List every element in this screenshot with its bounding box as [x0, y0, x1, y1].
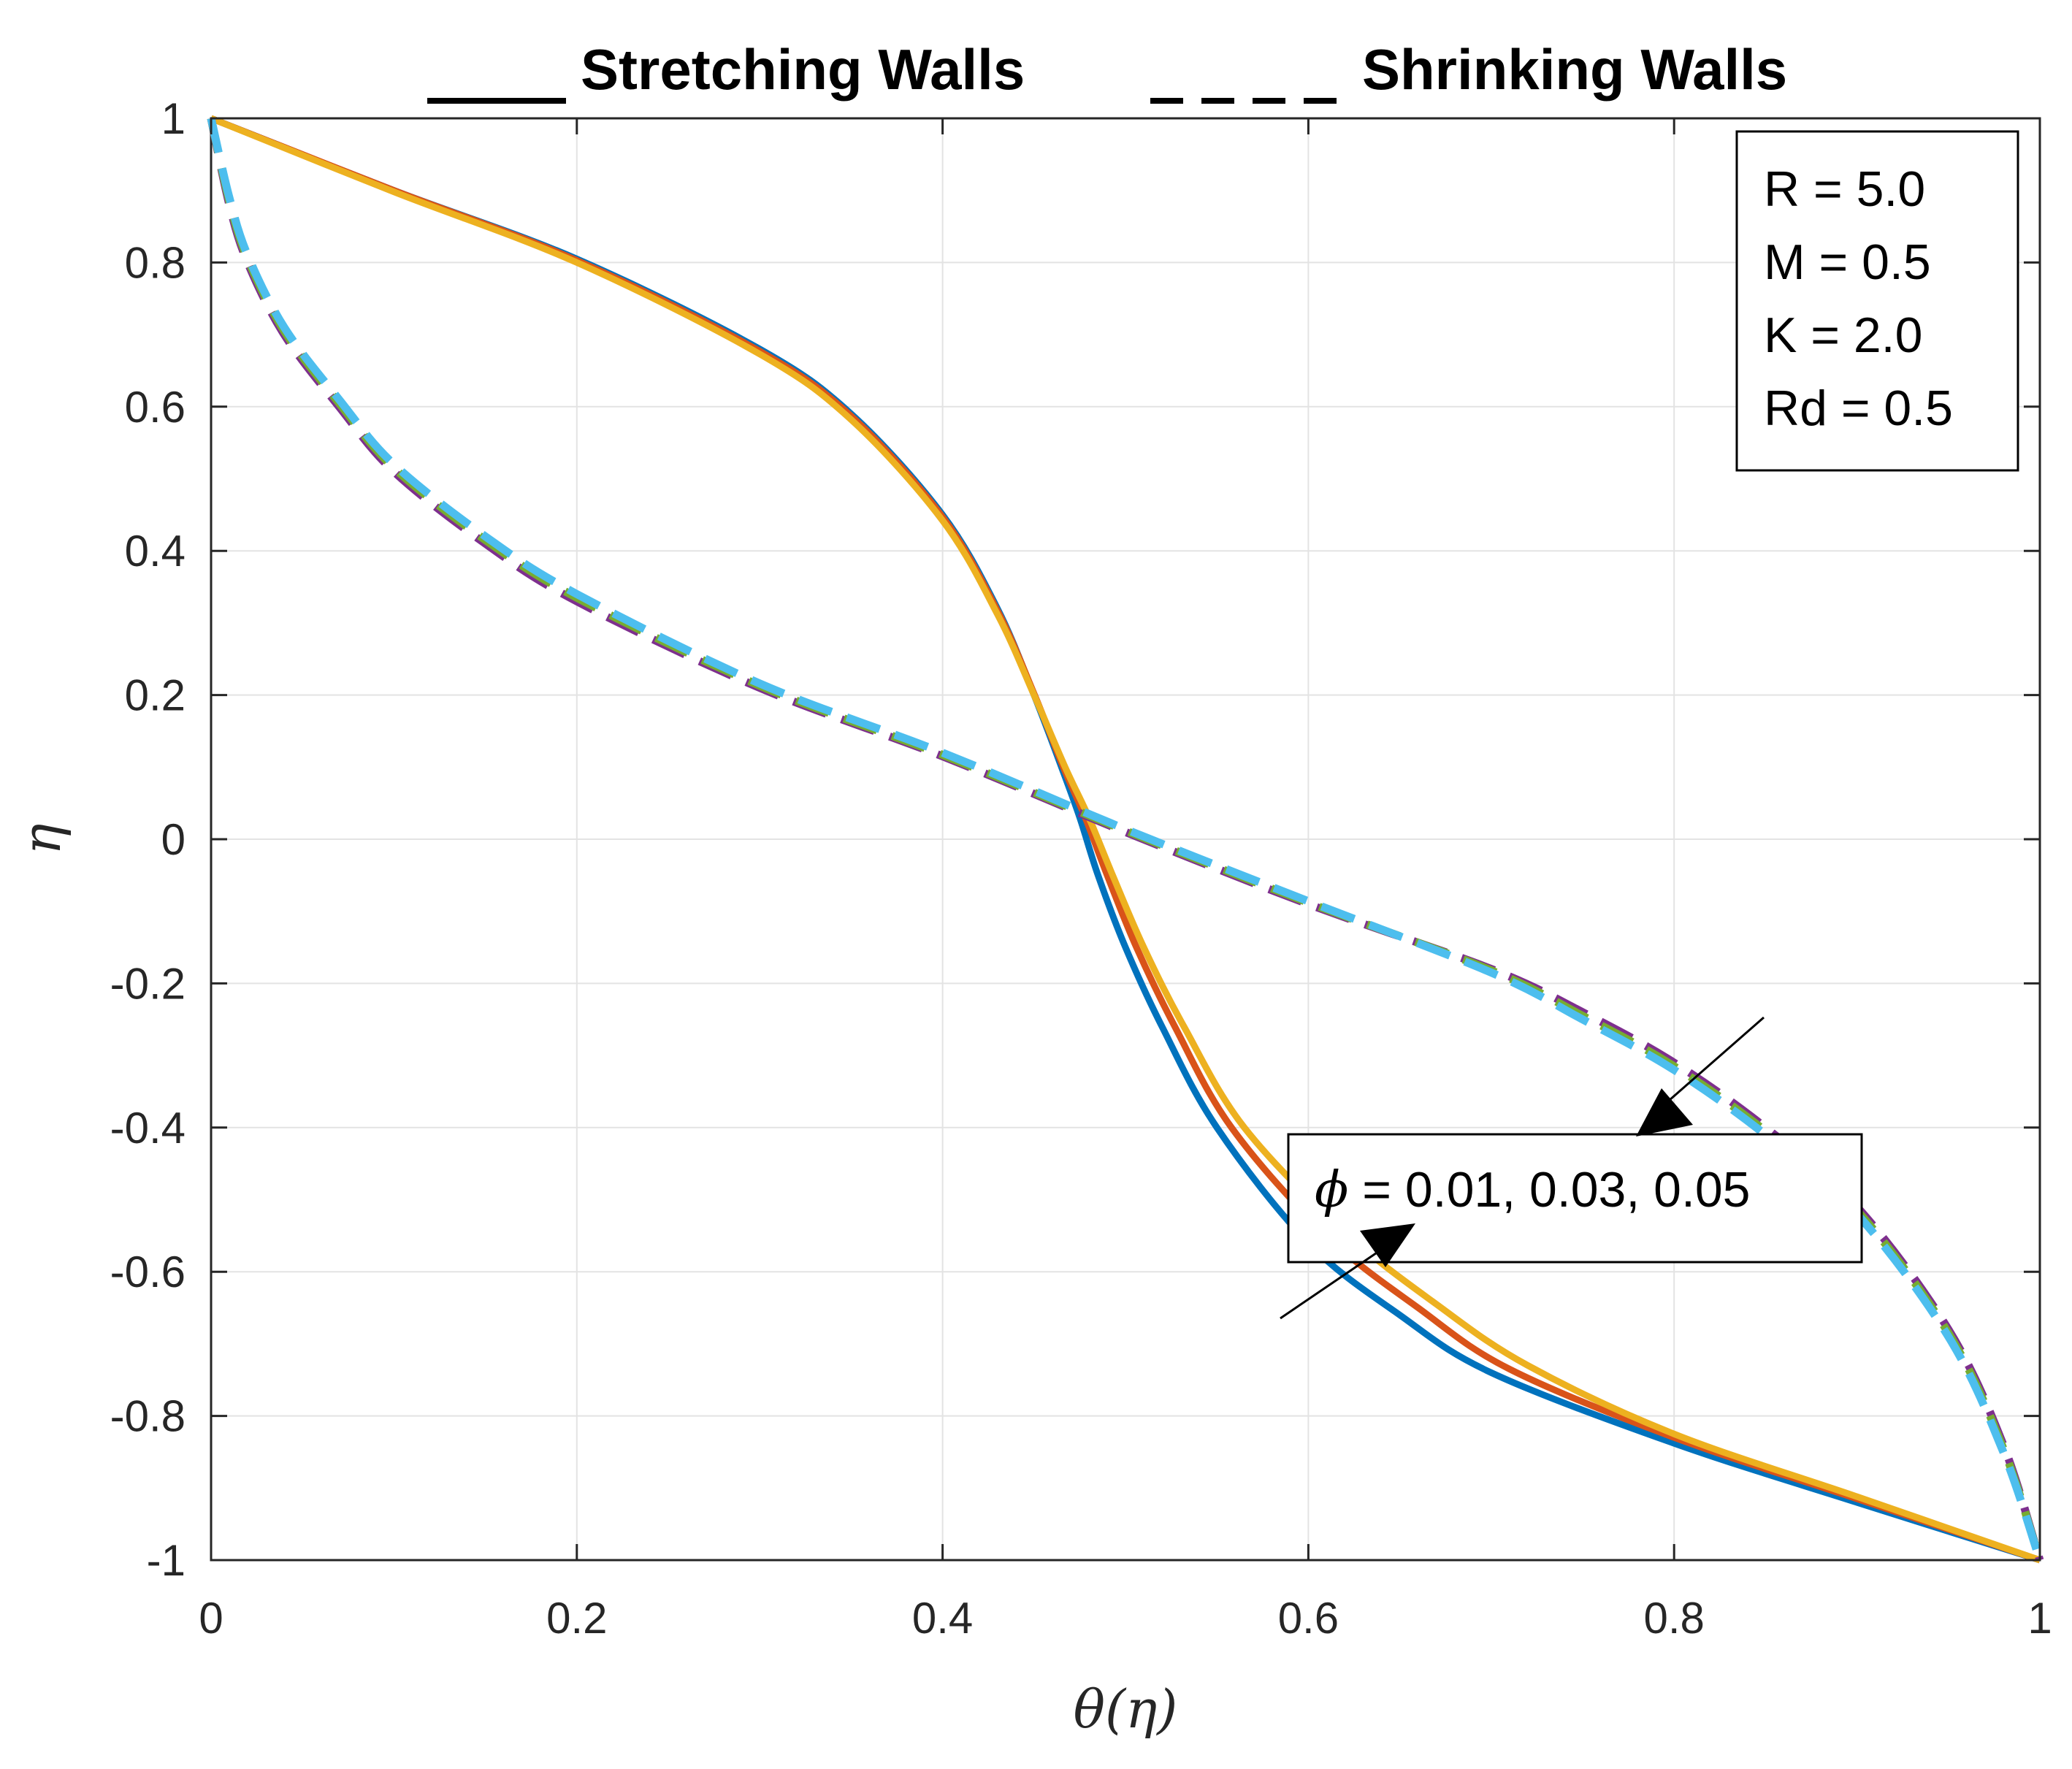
title-shrinking-walls: Shrinking Walls — [1362, 37, 1787, 102]
arrow-head-shrinking — [1636, 1088, 1693, 1136]
x-tick-label: 0.8 — [1643, 1594, 1704, 1643]
title-stretching-walls: Stretching Walls — [581, 37, 1025, 102]
legend-line-m: M = 0.5 — [1764, 234, 1931, 290]
arrow-head-stretching — [1360, 1223, 1415, 1267]
annotation-text: ϕ = 0.01, 0.03, 0.05 — [1315, 1161, 1750, 1219]
legend-box — [1735, 130, 2019, 472]
parameter-legend: R = 5.0 M = 0.5 K = 2.0 Rd = 0.5 — [1735, 130, 2019, 472]
legend-line-r: R = 5.0 — [1764, 161, 1925, 217]
x-tick-label: 0 — [199, 1594, 223, 1643]
axis-ticks: 0 0.2 0.4 0.6 0.8 1 1 0.8 0.6 0.4 0.2 0 -0.2 -0.4 -0.6… — [110, 94, 2052, 1643]
y-tick-label: -0.4 — [110, 1104, 186, 1153]
x-tick-label: 1 — [2027, 1594, 2052, 1643]
x-tick-label: 0.2 — [546, 1594, 607, 1643]
y-tick-label: -0.8 — [110, 1392, 186, 1441]
x-axis-label: θ(η) — [1074, 1678, 1178, 1740]
stretching-series-line-3 — [210, 115, 2041, 1564]
y-tick-label: 0.4 — [125, 527, 186, 576]
y-tick-label: -0.6 — [110, 1248, 186, 1296]
y-tick-label: 0.8 — [125, 238, 186, 287]
legend-line-k: K = 2.0 — [1764, 307, 1922, 363]
y-axis-label: η — [11, 823, 72, 855]
phi-annotation: ϕ = 0.01, 0.03, 0.05 — [1280, 1016, 1863, 1320]
grid-lines — [210, 118, 2041, 1561]
y-tick-label: 0.6 — [125, 383, 186, 432]
y-tick-label: -0.2 — [110, 959, 186, 1008]
x-tick-label: 0.6 — [1278, 1594, 1339, 1643]
y-tick-label: 1 — [161, 94, 186, 143]
x-tick-label: 0.4 — [912, 1594, 973, 1643]
y-tick-label: 0.2 — [125, 671, 186, 720]
phi-values: = 0.01, 0.03, 0.05 — [1348, 1162, 1750, 1218]
arrow-shrinking — [1657, 1016, 1765, 1112]
phi-symbol: ϕ — [1315, 1161, 1348, 1219]
y-tick-label: 0 — [161, 815, 186, 864]
y-tick-label: -1 — [147, 1536, 186, 1585]
legend-line-rd: Rd = 0.5 — [1764, 381, 1953, 436]
chart-title: Stretching Walls Shrinking Walls — [427, 37, 1787, 104]
arrow-stretching — [1280, 1244, 1388, 1320]
